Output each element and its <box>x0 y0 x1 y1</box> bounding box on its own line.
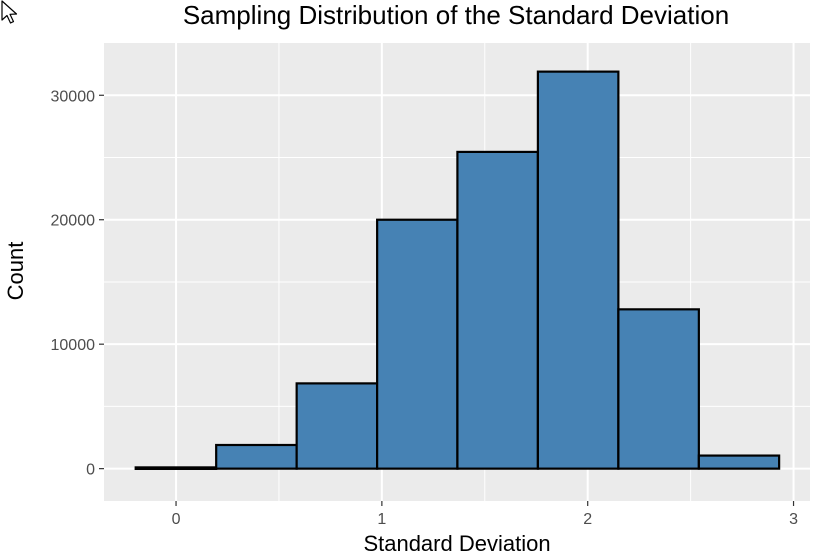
y-axis-title: Count <box>3 242 28 301</box>
histogram-bar <box>134 466 218 470</box>
x-axis-ticks: 0 1 2 3 <box>172 501 798 528</box>
x-tick-label: 3 <box>789 511 798 528</box>
histogram-bar <box>456 150 539 470</box>
histogram-bar <box>536 70 620 470</box>
histogram-bar <box>697 454 781 470</box>
mouse-pointer-icon <box>1 0 18 24</box>
histogram-bar <box>215 443 298 470</box>
y-tick-label: 10000 <box>51 337 96 354</box>
histogram-bars <box>134 70 781 470</box>
y-axis-ticks: 0 10000 20000 30000 <box>51 88 104 479</box>
y-tick-label: 20000 <box>51 213 96 230</box>
x-tick-label: 2 <box>583 511 592 528</box>
x-tick-label: 0 <box>172 511 181 528</box>
histogram-bar <box>376 218 459 470</box>
y-tick-label: 0 <box>86 462 95 479</box>
chart-title: Sampling Distribution of the Standard De… <box>183 0 729 30</box>
x-axis-title: Standard Deviation <box>363 531 550 553</box>
y-tick-label: 30000 <box>51 88 96 105</box>
histogram-bar <box>617 308 700 470</box>
x-tick-label: 1 <box>377 511 386 528</box>
histogram-bar <box>295 382 379 470</box>
